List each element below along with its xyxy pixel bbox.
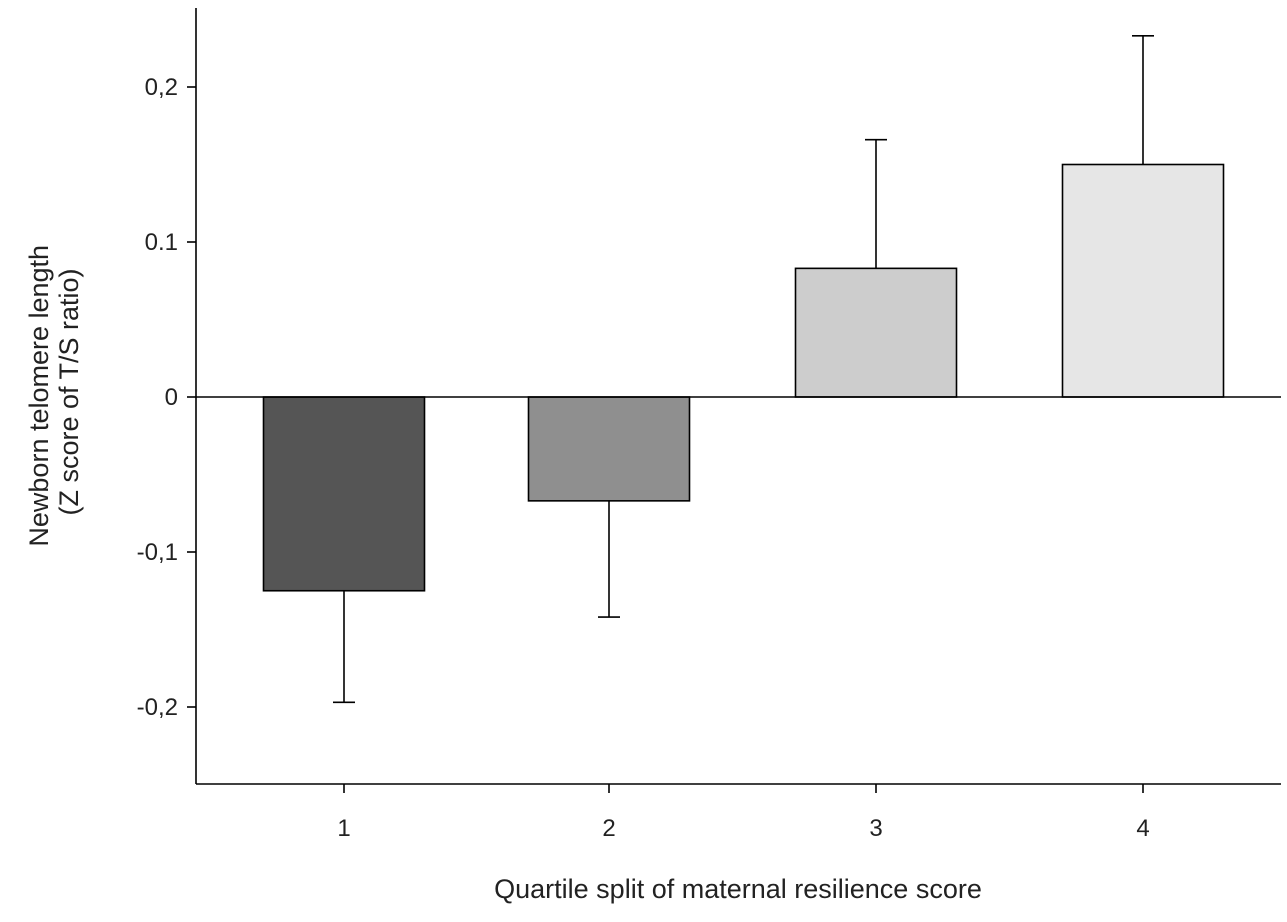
bar-quartile-3 (794, 267, 958, 398)
y-tick-label: 0,2 (145, 74, 178, 101)
error-bar-quartile-3 (865, 138, 887, 269)
y-axis-title: Newborn telomere length (Z score of T/S … (24, 237, 84, 546)
x-tick-label: 2 (602, 815, 615, 842)
y-ticks-layer: -0,2 -0,1 0 0.1 0,2 (137, 74, 196, 721)
bar-quartile-2 (527, 396, 691, 502)
x-tick-label: 3 (869, 815, 882, 842)
x-tick-label: 1 (337, 815, 350, 842)
y-tick-label: -0,2 (137, 694, 178, 721)
y-axis-title-line-2: (Z score of T/S ratio) (54, 268, 84, 515)
x-ticks-layer: 1 2 3 4 (337, 784, 1150, 842)
y-tick-label: 0.1 (145, 229, 178, 256)
error-bars-layer (333, 35, 1154, 704)
error-bar-quartile-4 (1132, 35, 1154, 165)
error-bar-quartile-1 (333, 590, 355, 704)
y-tick-label: 0 (165, 384, 178, 411)
y-axis-title-line-1: Newborn telomere length (24, 245, 54, 547)
x-axis-title: Quartile split of maternal resilience sc… (494, 874, 982, 904)
error-bar-quartile-2 (598, 500, 620, 618)
y-tick-label: -0,1 (137, 539, 178, 566)
axes-layer (195, 8, 1281, 785)
bar-quartile-1 (262, 396, 426, 592)
bars-layer (262, 163, 1225, 592)
bar-quartile-4 (1061, 163, 1225, 398)
x-tick-label: 4 (1136, 815, 1149, 842)
